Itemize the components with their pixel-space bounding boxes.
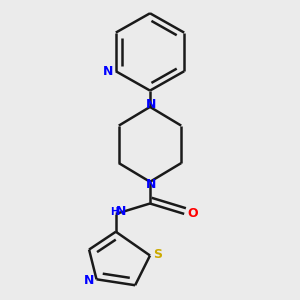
Text: O: O [187,207,198,220]
Text: N: N [84,274,94,287]
Text: N: N [103,65,114,78]
Text: N: N [116,205,126,218]
Text: S: S [153,248,162,260]
Text: N: N [146,178,157,191]
Text: H: H [110,206,118,217]
Text: N: N [146,98,157,111]
